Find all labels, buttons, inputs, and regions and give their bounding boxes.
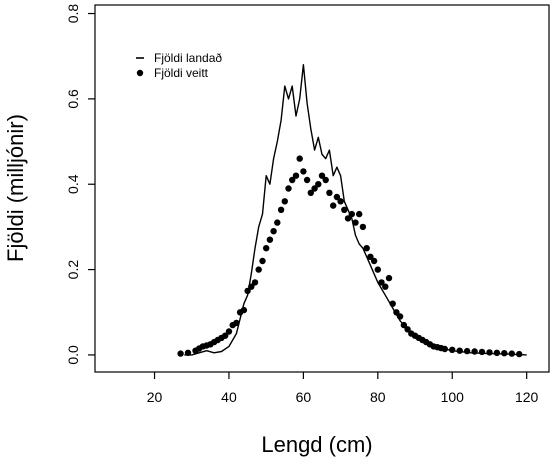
y-tick-label: 0.4 [65, 174, 81, 194]
series-point-veitt [449, 346, 456, 353]
series-point-veitt [255, 266, 262, 273]
x-tick-label: 120 [515, 389, 539, 405]
series-point-veitt [326, 189, 333, 196]
series-point-veitt [281, 198, 288, 205]
series-point-veitt [382, 283, 389, 290]
series-point-veitt [266, 236, 274, 243]
series-point-veitt [378, 279, 385, 286]
series-point-veitt [370, 257, 378, 265]
series-point-veitt [441, 345, 448, 353]
series-point-veitt [374, 266, 381, 273]
series-point-veitt [337, 198, 344, 205]
series-point-veitt [240, 306, 248, 314]
series-point-veitt [385, 274, 393, 282]
series-point-veitt [300, 168, 307, 175]
series-point-veitt [348, 210, 355, 218]
series-point-veitt [222, 332, 229, 339]
series-point-veitt [463, 347, 471, 355]
series-point-veitt [184, 349, 192, 356]
legend-label-landad: Fjöldi landað [154, 51, 222, 65]
series-point-veitt [393, 309, 400, 316]
series-point-veitt [363, 245, 370, 252]
legend-label-veitt: Fjöldi veitt [154, 66, 209, 80]
plot-frame [94, 4, 550, 373]
series-point-veitt [359, 223, 367, 231]
y-tick-label: 0.6 [65, 89, 81, 109]
x-axis-title: Lengd (cm) [261, 432, 372, 457]
series-line-landad [184, 63, 527, 356]
series-point-veitt [344, 215, 352, 222]
series-point-veitt [456, 347, 463, 354]
series-point-veitt [322, 176, 329, 184]
y-tick-label: 0.0 [65, 345, 81, 365]
x-tick-label: 80 [370, 389, 386, 405]
series-point-veitt [404, 326, 411, 333]
series-point-veitt [270, 228, 277, 235]
series-point-veitt [508, 350, 515, 357]
x-tick-label: 40 [221, 389, 237, 405]
series-point-veitt [251, 279, 259, 286]
series-point-veitt [292, 172, 300, 179]
series-point-veitt [471, 348, 478, 355]
series-point-veitt [352, 219, 359, 226]
series-point-veitt [333, 193, 341, 201]
series-point-veitt [277, 206, 285, 213]
series-point-veitt [486, 349, 493, 356]
series-point-veitt [303, 176, 311, 184]
series-point-veitt [400, 321, 408, 329]
x-tick-label: 20 [147, 389, 163, 405]
series-point-veitt [285, 185, 292, 192]
series-point-veitt [225, 328, 233, 335]
series-point-veitt [248, 283, 255, 290]
x-tick-label: 100 [441, 389, 465, 405]
series-point-veitt [501, 350, 508, 357]
series-point-veitt [516, 350, 523, 358]
series-point-veitt [318, 172, 326, 179]
series-point-veitt [244, 287, 251, 295]
y-axis-title: Fjöldi (milljónir) [3, 114, 28, 262]
series-point-veitt [259, 257, 266, 265]
series-point-veitt [367, 253, 374, 260]
series-point-veitt [389, 300, 396, 307]
legend-marker-veitt [136, 69, 144, 77]
series-point-veitt [341, 206, 348, 213]
x-tick-label: 60 [296, 389, 312, 405]
series-point-veitt [177, 350, 184, 357]
series-point-veitt [396, 313, 404, 320]
y-tick-label: 0.8 [65, 4, 81, 24]
series-point-veitt [330, 202, 337, 209]
series-point-veitt [315, 181, 322, 188]
series-point-veitt [296, 155, 303, 162]
y-tick-label: 0.2 [65, 260, 81, 280]
series-point-veitt [478, 348, 486, 356]
series-point-veitt [307, 189, 314, 196]
series-point-veitt [493, 349, 501, 356]
series-point-veitt [356, 210, 363, 218]
series-point-veitt [233, 319, 240, 327]
series-point-veitt [274, 219, 281, 226]
series-point-veitt [263, 245, 270, 252]
series-point-veitt [289, 176, 296, 184]
series-point-veitt [311, 185, 318, 192]
